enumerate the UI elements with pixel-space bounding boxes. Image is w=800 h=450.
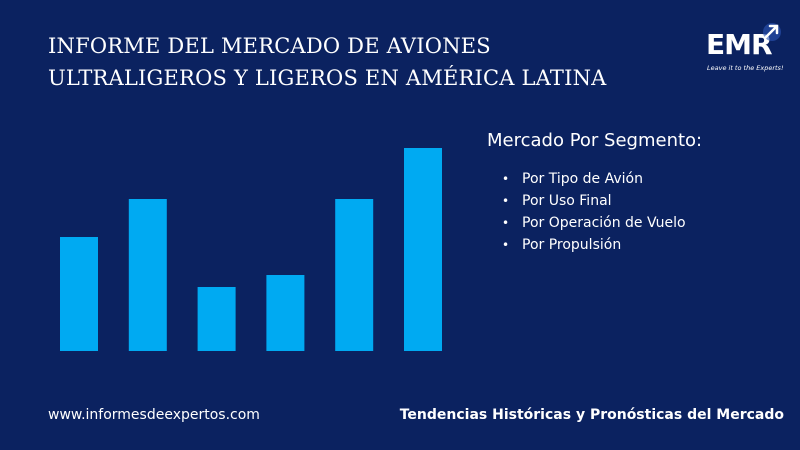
bar-5 (335, 199, 374, 351)
segment-item: • Por Tipo de Avión (502, 168, 686, 190)
title-line-1: INFORME DEL MERCADO DE AVIONES (48, 34, 491, 58)
website-link[interactable]: www.informesdeexpertos.com (48, 407, 260, 423)
bar-2 (128, 199, 167, 351)
segment-item-label: Por Operación de Vuelo (522, 215, 686, 231)
segment-list: • Por Tipo de Avión • Por Uso Final • Por Ope… (502, 168, 686, 256)
segment-item-label: Por Uso Final (522, 193, 612, 209)
logo-text: EMR (706, 28, 773, 61)
bar-1 (60, 237, 98, 351)
bar-4 (266, 275, 305, 351)
segment-heading: Mercado Por Segmento: (487, 130, 703, 151)
segment-item-label: Por Propulsión (522, 237, 622, 253)
arrow-up-icon (763, 23, 781, 41)
page-title: INFORME DEL MERCADO DE AVIONES ULTRALIGE… (48, 30, 648, 94)
bar-3 (197, 287, 236, 351)
bullet-icon: • (502, 172, 510, 186)
bullet-icon: • (502, 238, 510, 252)
bullet-icon: • (502, 216, 510, 230)
bullet-icon: • (502, 194, 510, 208)
footer-tagline: Tendencias Históricas y Pronósticas del … (399, 407, 784, 423)
bar-6 (404, 148, 442, 351)
logo-tagline: Leave it to the Experts! (707, 64, 784, 72)
segment-item-label: Por Tipo de Avión (522, 171, 643, 187)
segment-item: • Por Propulsión (502, 234, 686, 256)
segment-item: • Por Uso Final (502, 190, 686, 212)
title-line-2: ULTRALIGEROS Y LIGEROS EN AMÉRICA LATINA (48, 66, 607, 90)
emr-logo: EMR Leave it to the Experts! (700, 22, 790, 78)
segment-item: • Por Operación de Vuelo (502, 212, 686, 234)
